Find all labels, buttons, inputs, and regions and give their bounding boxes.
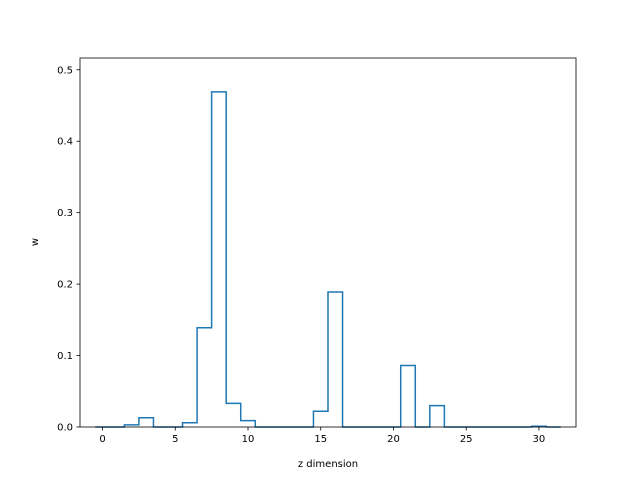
y-axis-ticks: 0.0 0.1 0.2 0.3 0.4 0.5 <box>57 65 80 434</box>
y-tick-label: 0.3 <box>57 208 73 219</box>
plot-frame <box>79 57 577 428</box>
y-tick-label: 0.5 <box>57 65 73 76</box>
x-tick-label: 30 <box>533 434 546 445</box>
y-tick-label: 0.0 <box>57 423 73 434</box>
x-tick-label: 5 <box>172 434 178 445</box>
y-tick-label: 0.2 <box>57 280 73 291</box>
x-tick-label: 10 <box>242 434 255 445</box>
x-tick-label: 25 <box>460 434 473 445</box>
y-tick-label: 0.1 <box>57 351 73 362</box>
x-tick-label: 15 <box>314 434 327 445</box>
x-tick-label: 20 <box>387 434 400 445</box>
x-axis-ticks: 0 5 10 15 20 25 30 <box>99 427 545 445</box>
y-tick-label: 0.4 <box>57 137 73 148</box>
y-axis-label: w <box>30 238 41 246</box>
x-axis-label: z dimension <box>298 459 358 470</box>
x-tick-label: 0 <box>99 434 105 445</box>
